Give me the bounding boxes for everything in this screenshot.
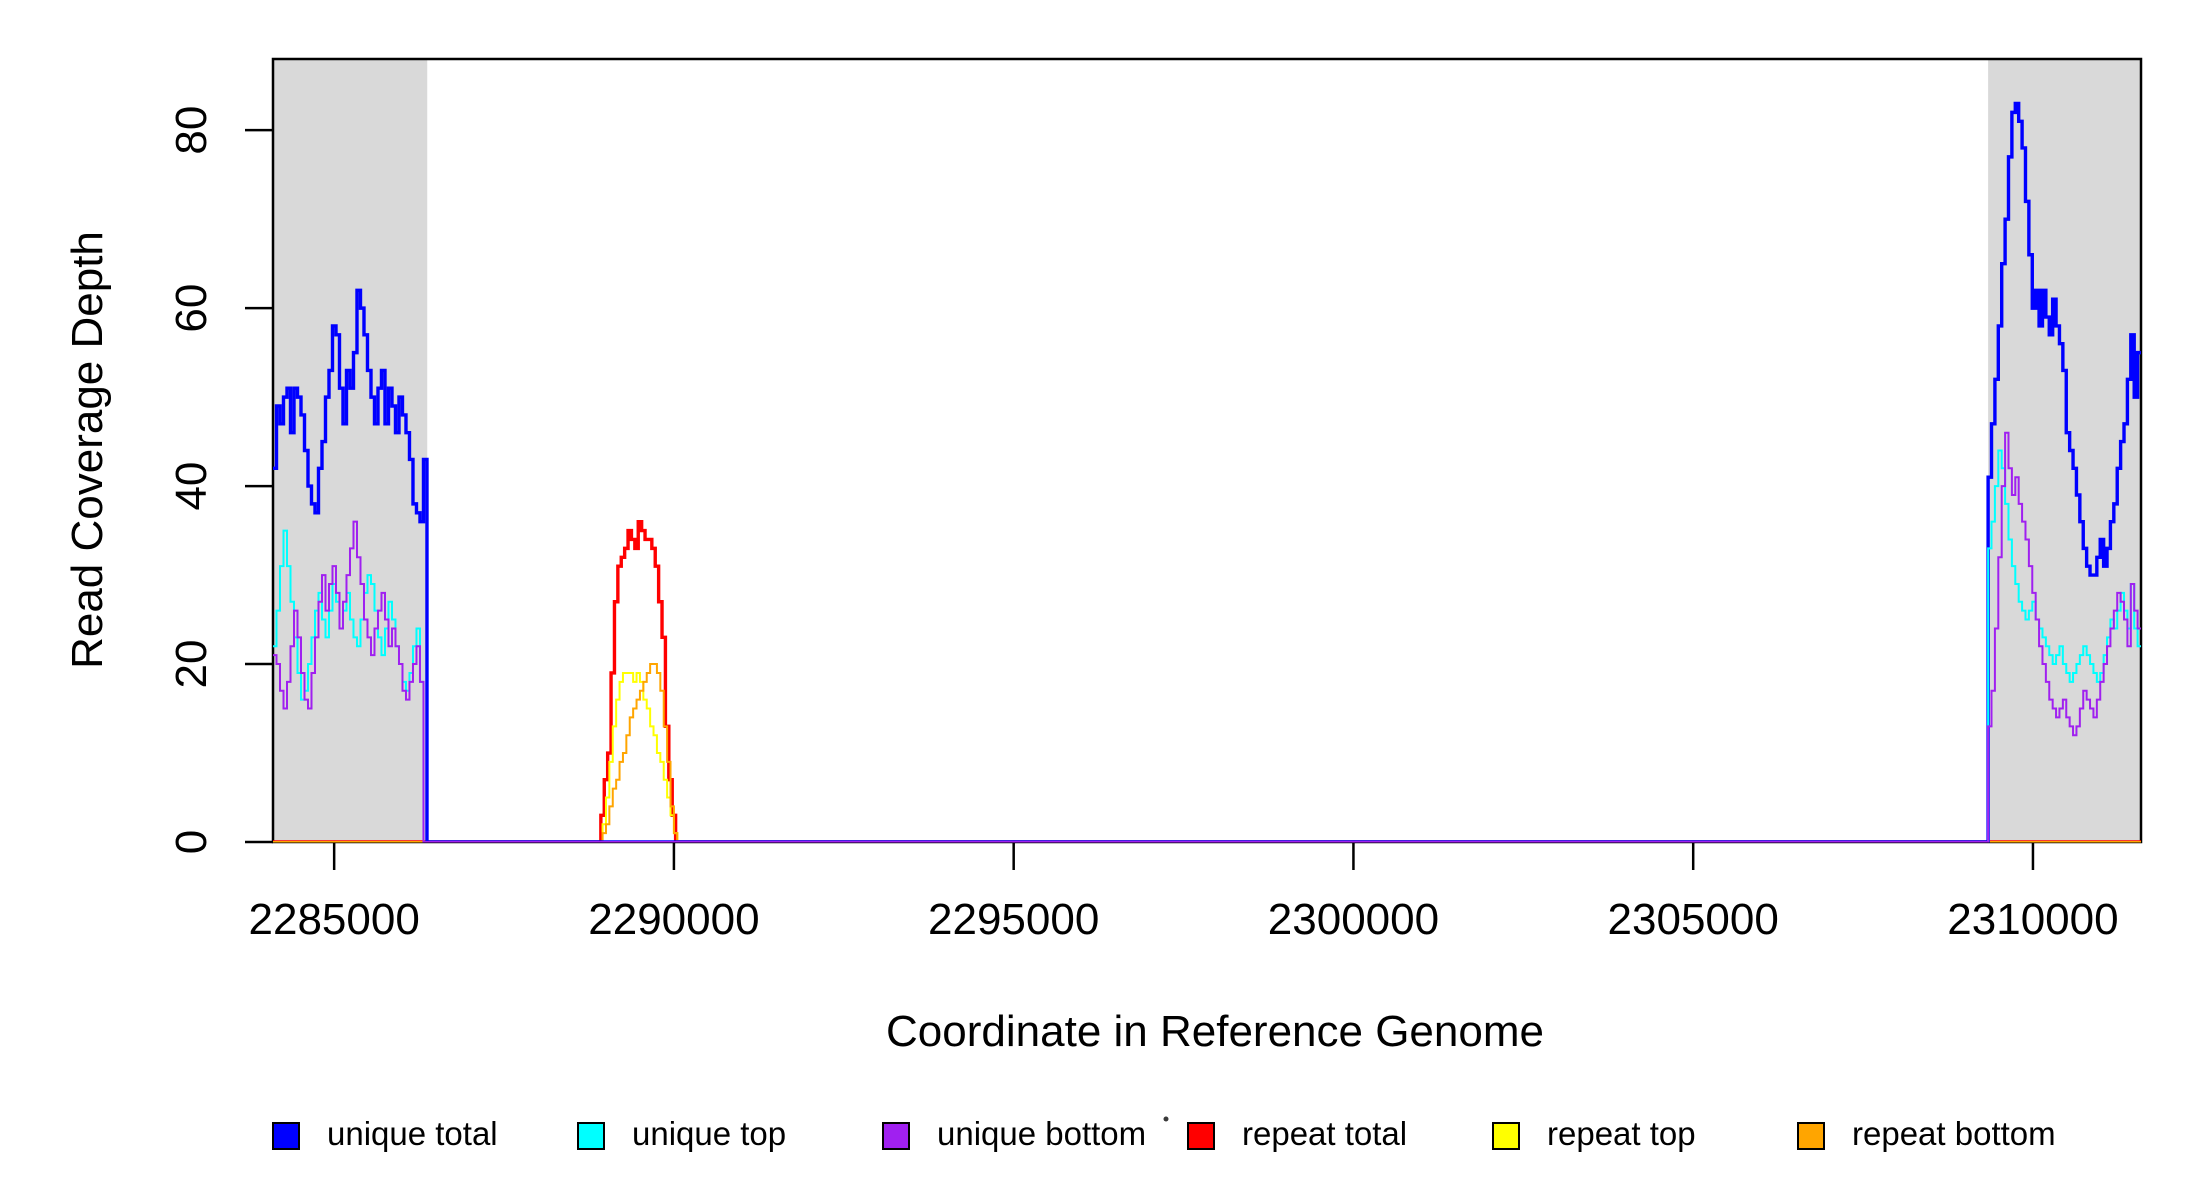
axes: 2285000 2290000 2295000 2300000 2305000 23100… bbox=[167, 106, 2119, 944]
legend-swatch-repeat-total bbox=[1187, 1122, 1215, 1150]
data-series bbox=[273, 101, 2141, 843]
series-unique-bottom bbox=[273, 431, 2141, 843]
series-repeat-total bbox=[273, 519, 2141, 843]
right-flank-shade bbox=[1988, 59, 2141, 842]
y-axis-title: Read Coverage Depth bbox=[63, 231, 112, 669]
legend-label-unique-total: unique total bbox=[327, 1115, 498, 1152]
legend-label-repeat-total: repeat total bbox=[1242, 1115, 1407, 1152]
y-tick-label: 40 bbox=[167, 462, 216, 511]
legend-label-unique-bottom: unique bottom bbox=[937, 1115, 1146, 1152]
x-axis-title: Coordinate in Reference Genome bbox=[886, 1007, 1544, 1056]
legend-swatch-unique-bottom bbox=[882, 1122, 910, 1150]
x-tick-label: 2300000 bbox=[1268, 895, 1439, 944]
y-tick-label: 80 bbox=[167, 106, 216, 155]
series-unique-top bbox=[273, 449, 2141, 843]
x-tick-label: 2290000 bbox=[588, 895, 759, 944]
x-tick-label: 2305000 bbox=[1608, 895, 1779, 944]
left-flank-shade bbox=[273, 59, 428, 842]
legend-label-repeat-bottom: repeat bottom bbox=[1852, 1115, 2056, 1152]
legend: unique total unique top unique bottom repea… bbox=[272, 1115, 2056, 1152]
x-tick-label: 2310000 bbox=[1947, 895, 2118, 944]
x-tick-label: 2295000 bbox=[928, 895, 1099, 944]
legend-swatch-repeat-top bbox=[1492, 1122, 1520, 1150]
y-tick-label: 60 bbox=[167, 284, 216, 333]
legend-swatch-unique-total bbox=[272, 1122, 300, 1150]
x-tick-label: 2285000 bbox=[249, 895, 420, 944]
stray-mark bbox=[1163, 1116, 1169, 1122]
y-tick-label: 0 bbox=[167, 830, 216, 854]
legend-label-unique-top: unique top bbox=[632, 1115, 786, 1152]
shaded-flank-regions bbox=[273, 59, 2141, 842]
series-unique-total bbox=[273, 101, 2141, 843]
legend-swatch-repeat-bottom bbox=[1797, 1122, 1825, 1150]
legend-label-repeat-top: repeat top bbox=[1547, 1115, 1696, 1152]
y-tick-label: 20 bbox=[167, 640, 216, 689]
series-repeat-top bbox=[273, 671, 2141, 843]
series-repeat-bottom bbox=[273, 663, 2141, 843]
plot-border bbox=[271, 57, 2143, 844]
legend-swatch-unique-top bbox=[577, 1122, 605, 1150]
